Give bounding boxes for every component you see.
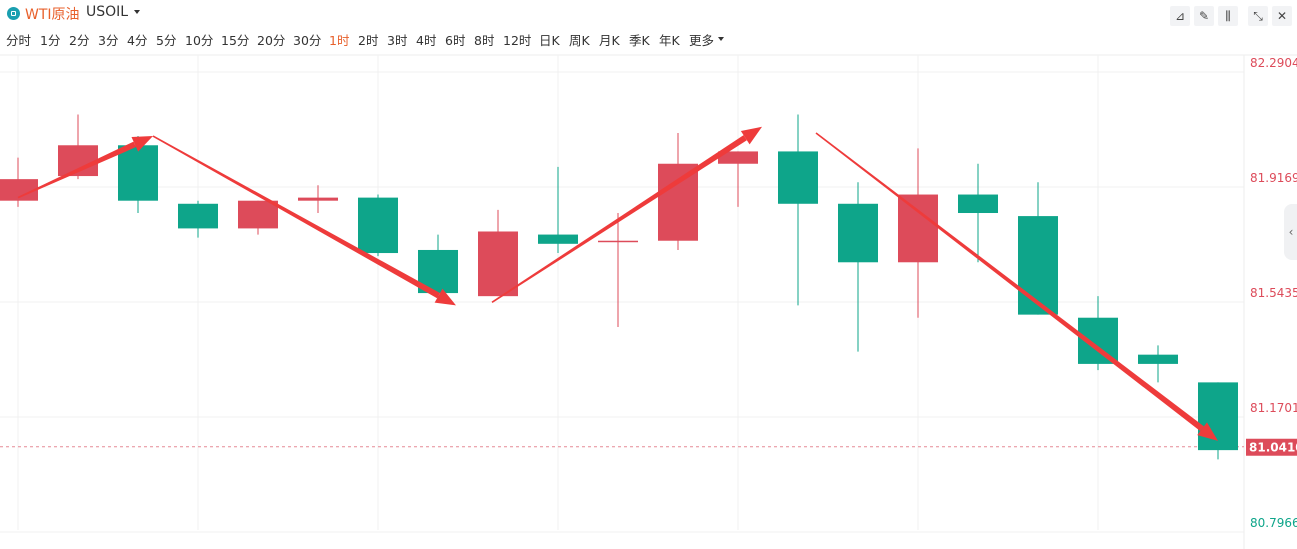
candle-body [838, 203, 878, 263]
candle-body [178, 203, 218, 229]
y-tick-label: 81.9169 [1250, 171, 1297, 185]
candle-body [718, 151, 758, 164]
y-tick-label: 81.5435 [1250, 286, 1297, 300]
period-tab[interactable]: 1时 [329, 33, 350, 48]
period-tab[interactable]: 年K [659, 33, 680, 48]
period-tab[interactable]: 季K [629, 33, 650, 48]
candle-type-icon[interactable]: ⫼ [1218, 6, 1238, 26]
candle-body [118, 145, 158, 201]
trend-arrow [152, 135, 456, 306]
line-tool-icon[interactable]: ⊿ [1170, 6, 1190, 26]
period-tab[interactable]: 4分 [127, 33, 148, 48]
current-price-label: 81.0410 [1249, 441, 1297, 455]
symbol-dropdown-icon[interactable] [134, 10, 140, 14]
candle-body [658, 163, 698, 241]
close-icon[interactable]: ✕ [1272, 6, 1292, 26]
candle-body [1018, 216, 1058, 315]
candle-body [778, 151, 818, 204]
period-tab[interactable]: 3时 [387, 33, 408, 48]
period-tab[interactable]: 4时 [416, 33, 437, 48]
candle-body [538, 234, 578, 244]
period-tab[interactable]: 8时 [474, 33, 495, 48]
candle-body [298, 197, 338, 201]
shrink-icon[interactable]: ⤡ [1248, 6, 1268, 26]
period-tab[interactable]: 20分 [257, 33, 286, 48]
period-tab[interactable]: 周K [569, 33, 590, 48]
period-tab[interactable]: 5分 [156, 33, 177, 48]
more-dropdown-icon[interactable] [718, 37, 724, 41]
period-tab[interactable]: 分时 [6, 33, 32, 48]
period-tab[interactable]: 3分 [98, 33, 119, 48]
period-tab[interactable]: 6时 [445, 33, 466, 48]
candle-body [958, 194, 998, 214]
candle-body [478, 231, 518, 297]
instrument-title[interactable]: WTI原油 [25, 7, 80, 23]
period-tab[interactable]: 1分 [40, 33, 61, 48]
instrument-logo-icon [7, 7, 20, 20]
period-tab[interactable]: 更多 [689, 33, 715, 48]
candle-body [358, 197, 398, 254]
candle-body [0, 179, 38, 201]
period-tab[interactable]: 日K [539, 33, 560, 48]
y-tick-label: 82.2904 [1250, 56, 1297, 70]
current-price-tag [1246, 438, 1297, 456]
period-selector: 分时 1分 2分 3分 4分 5分 10分 15分 20分 30分 1时 2时 3时 4时 6时 8时 12时日… [0, 27, 760, 48]
instrument-symbol[interactable]: USOIL [86, 4, 129, 20]
candle-body [1138, 354, 1178, 364]
period-tab[interactable]: 2时 [358, 33, 379, 48]
trend-arrow [17, 136, 153, 199]
period-tab[interactable]: 15分 [221, 33, 250, 48]
y-tick-label: 81.1701 [1250, 401, 1297, 415]
collapse-panel-handle[interactable]: ‹ [1284, 204, 1297, 260]
period-tab[interactable]: 2分 [69, 33, 90, 48]
period-tab[interactable]: 30分 [293, 33, 322, 48]
candle-body [898, 194, 938, 263]
y-tick-label: 80.7966 [1250, 516, 1297, 530]
chart-header: WTI原油 USOIL ⊿ ✎ ⫼ ⤡ ✕ [0, 0, 1297, 27]
candle-body [598, 240, 638, 243]
period-tab[interactable]: 10分 [185, 33, 214, 48]
trend-arrow [491, 126, 762, 303]
candle-body [238, 200, 278, 229]
period-tab[interactable]: 月K [599, 33, 620, 48]
draw-tool-icon[interactable]: ✎ [1194, 6, 1214, 26]
period-tab[interactable]: 12时 [503, 33, 532, 48]
candle-body [1198, 382, 1238, 451]
trend-arrow [815, 132, 1218, 441]
